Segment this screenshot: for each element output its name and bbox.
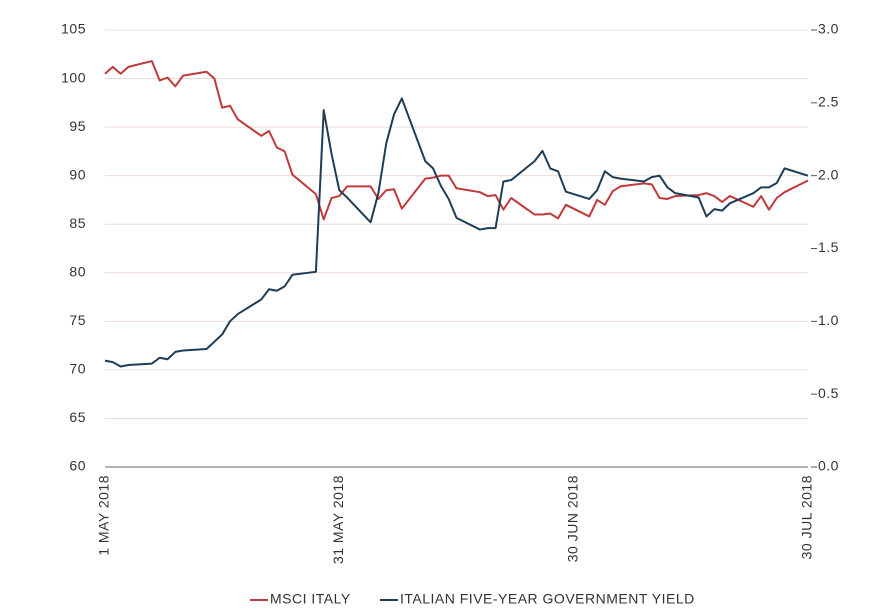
y-tick-label: 85	[69, 215, 86, 231]
y-tick-label: 65	[69, 409, 86, 425]
y-tick-label: 105	[61, 21, 86, 37]
x-tick-label: 30 JUN 2018	[564, 475, 580, 562]
y-tick-label: 80	[69, 263, 86, 279]
y2-tick-label: 0.5	[818, 385, 839, 401]
y2-tick-label: 2.5	[818, 94, 839, 110]
legend-label: ITALIAN FIVE-YEAR GOVERNMENT YIELD	[400, 591, 695, 607]
y-tick-label: 75	[69, 312, 86, 328]
y2-tick-label: 1.0	[818, 312, 839, 328]
x-tick-label: 1 MAY 2018	[96, 475, 112, 556]
y2-tick-label: 0.0	[818, 458, 839, 474]
y-tick-label: 100	[61, 69, 86, 85]
y2-tick-label: 1.5	[818, 239, 839, 255]
y2-tick-label: 3.0	[818, 21, 839, 37]
y-tick-label: 90	[69, 166, 86, 182]
y-tick-label: 70	[69, 361, 86, 377]
legend-label: MSCI ITALY	[270, 591, 351, 607]
series-line	[104, 97, 809, 368]
x-tick-label: 30 JUL 2018	[799, 475, 815, 559]
y-tick-label: 95	[69, 118, 86, 134]
x-tick-label: 31 MAY 2018	[330, 475, 346, 564]
y2-tick-label: 2.0	[818, 166, 839, 182]
series-line	[104, 60, 809, 221]
y-tick-label: 60	[69, 458, 86, 474]
